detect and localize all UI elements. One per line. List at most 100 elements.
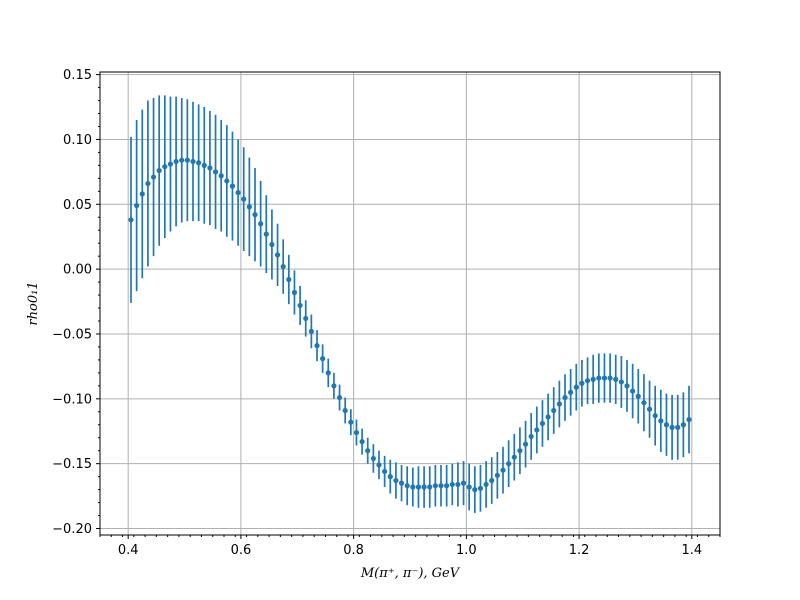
data-point: [590, 376, 596, 382]
data-point: [432, 483, 438, 489]
data-point: [680, 422, 686, 428]
data-point: [308, 328, 314, 334]
y-axis-label: rho0₁1: [26, 281, 41, 325]
data-point: [522, 441, 529, 447]
data-point: [274, 252, 281, 258]
data-point: [449, 481, 455, 488]
data-point: [331, 383, 337, 389]
axis-ticks: 0.4 0.6 0.8 1.0 1.2 1.4 0.15 0.10 0.05 0.00 −0.05 −…: [52, 68, 721, 558]
data-point: [376, 462, 382, 468]
data-point: [646, 406, 653, 412]
x-tick-label: 1.2: [569, 543, 590, 558]
y-tick-label: −0.15: [52, 457, 92, 472]
data-point: [455, 481, 461, 488]
data-point: [652, 413, 658, 419]
data-point: [466, 484, 472, 490]
data-point: [297, 302, 303, 309]
data-point: [494, 472, 500, 478]
y-tick-label: 0.00: [63, 263, 92, 278]
data-point: [229, 183, 236, 189]
data-point: [613, 376, 619, 382]
data-point: [584, 378, 591, 384]
y-tick-label: 0.05: [63, 198, 92, 213]
data-point: [353, 429, 360, 436]
data-point: [342, 407, 348, 414]
data-point: [207, 165, 213, 171]
data-point: [477, 485, 484, 491]
data-point: [241, 196, 247, 202]
data-point: [184, 157, 190, 163]
data-point: [635, 393, 641, 399]
data-point: [618, 379, 624, 385]
x-axis-label: M(π⁺, π⁻), GeV: [360, 566, 461, 581]
data-point: [348, 419, 354, 425]
data-point: [134, 202, 140, 209]
y-tick-label: 0.15: [63, 68, 92, 83]
grid-lines: [100, 72, 720, 535]
data-point: [145, 180, 151, 187]
data-point: [511, 454, 517, 460]
data-point: [150, 174, 157, 180]
data-point: [365, 448, 371, 454]
data-point: [438, 483, 444, 489]
data-points: [128, 157, 692, 493]
data-point: [156, 167, 162, 174]
data-point: [393, 477, 399, 484]
data-point: [286, 276, 292, 283]
y-tick-label: −0.20: [52, 522, 92, 537]
data-point: [201, 162, 207, 168]
x-tick-label: 1.0: [456, 543, 477, 558]
x-tick-label: 0.4: [118, 543, 139, 558]
data-point: [320, 356, 326, 362]
data-point: [325, 370, 331, 376]
data-point: [314, 343, 320, 349]
data-point: [686, 416, 692, 423]
data-point: [489, 477, 495, 484]
data-point: [579, 380, 585, 386]
data-point: [630, 388, 636, 394]
y-tick-label: −0.10: [52, 392, 92, 407]
data-point: [641, 400, 647, 406]
data-point: [483, 481, 489, 488]
data-point: [336, 394, 343, 401]
data-point: [517, 448, 523, 454]
data-point: [545, 414, 551, 420]
data-point: [196, 160, 202, 166]
data-point: [162, 164, 168, 170]
data-point: [190, 158, 196, 165]
y-tick-label: 0.10: [63, 133, 92, 148]
data-point: [224, 178, 230, 184]
data-point: [472, 487, 478, 493]
data-point: [658, 418, 664, 424]
data-point: [263, 231, 269, 237]
data-point: [167, 161, 174, 167]
data-point: [607, 375, 613, 381]
data-point: [218, 173, 224, 179]
data-point: [269, 241, 275, 248]
data-point: [370, 455, 376, 462]
data-point: [280, 263, 286, 270]
data-point: [303, 315, 309, 322]
data-point: [539, 420, 546, 427]
x-tick-label: 0.8: [343, 543, 364, 558]
data-point: [173, 158, 179, 165]
data-point: [415, 484, 422, 490]
data-point: [291, 289, 298, 296]
data-point: [506, 461, 512, 467]
data-point: [573, 384, 579, 390]
data-point: [669, 424, 675, 430]
data-point: [387, 474, 393, 480]
data-point: [252, 212, 258, 218]
data-point: [596, 375, 602, 381]
data-point: [663, 422, 670, 428]
data-point: [359, 439, 365, 445]
data-point: [139, 191, 145, 197]
data-point: [427, 484, 433, 490]
data-point: [601, 375, 608, 381]
plot-area: [100, 72, 720, 535]
x-tick-label: 0.6: [231, 543, 252, 558]
data-point: [624, 383, 630, 389]
data-point: [246, 204, 252, 210]
data-point: [128, 217, 134, 223]
